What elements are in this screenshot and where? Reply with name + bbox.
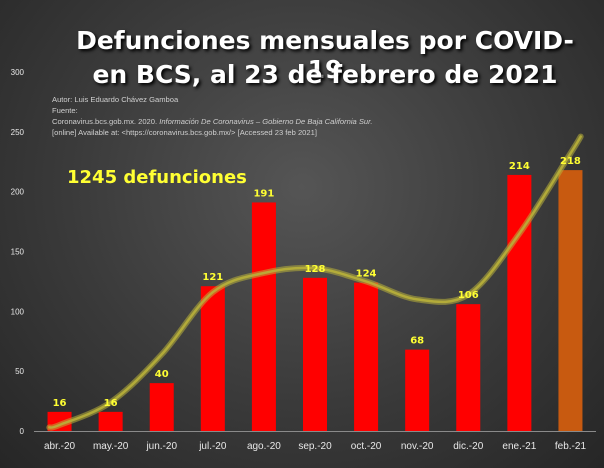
y-tick-label: 0 xyxy=(20,427,25,436)
x-tick-label: dic.-20 xyxy=(453,441,483,452)
axis-layer: 0 50 100 150 200 250 300 abr.-20 may.-20 jun.-20 j… xyxy=(11,68,596,452)
total-deaths-annotation: 1245 defunciones xyxy=(67,167,247,188)
source-note: Autor: Luis Eduardo Chávez Gamboa Fuente… xyxy=(52,94,373,138)
bars-layer xyxy=(47,170,583,432)
bar xyxy=(149,383,174,431)
y-tick-label: 200 xyxy=(11,188,25,197)
source-url: [online] Available at: <https://coronavi… xyxy=(52,128,317,137)
chart-title-line1: Defunciones mensuales por COVID-19 xyxy=(76,26,574,84)
y-tick-label: 250 xyxy=(11,128,25,137)
source-heading: Fuente: xyxy=(52,106,78,115)
bar xyxy=(507,174,532,431)
data-label: 214 xyxy=(509,161,530,172)
x-tick-label: oct.-20 xyxy=(351,441,382,452)
source-citation-title: Información De Coronavirus – Gobierno De… xyxy=(159,117,373,126)
chart-title-line2: en BCS, al 23 de febrero de 2021 xyxy=(92,60,558,89)
data-label: 16 xyxy=(53,398,67,409)
data-label: 121 xyxy=(202,272,223,283)
bar xyxy=(98,411,123,431)
bar xyxy=(456,304,481,431)
data-label: 218 xyxy=(560,156,581,167)
trendline xyxy=(48,135,582,429)
x-tick-label: jul.-20 xyxy=(198,441,227,452)
bar xyxy=(354,282,379,431)
data-label: 16 xyxy=(104,398,118,409)
y-tick-label: 50 xyxy=(15,367,24,376)
y-tick-label: 150 xyxy=(11,248,25,257)
x-tick-label: sep.-20 xyxy=(298,441,332,452)
data-label: 68 xyxy=(410,336,424,347)
bar xyxy=(251,202,276,431)
source-citation-prefix: Coronavirus.bcs.gob.mx. 2020. xyxy=(52,117,160,126)
data-label: 124 xyxy=(356,269,377,280)
bar xyxy=(200,286,225,431)
source-citation: Coronavirus.bcs.gob.mx. 2020. Informació… xyxy=(52,116,373,127)
data-label: 106 xyxy=(458,290,479,301)
y-tick-label: 100 xyxy=(11,307,25,316)
bar xyxy=(302,277,328,431)
x-tick-label: may.-20 xyxy=(93,441,129,452)
x-tick-label: nov.-20 xyxy=(401,441,434,452)
x-tick-label: feb.-21 xyxy=(555,441,587,452)
bar xyxy=(405,349,430,431)
bar xyxy=(558,170,583,432)
y-tick-label: 300 xyxy=(11,68,25,77)
data-label: 191 xyxy=(253,188,274,199)
x-tick-label: ago.-20 xyxy=(247,441,281,452)
x-tick-label: abr.-20 xyxy=(44,441,76,452)
data-label: 40 xyxy=(155,369,169,380)
x-tick-label: ene.-21 xyxy=(502,441,536,452)
labels-layer: 16 16 40 121 191 128 124 68 106 214 218 xyxy=(53,156,581,409)
data-label: 128 xyxy=(305,264,326,275)
source-author: Autor: Luis Eduardo Chávez Gamboa xyxy=(52,95,179,104)
x-tick-label: jun.-20 xyxy=(145,441,177,452)
trendline-layer xyxy=(46,133,584,431)
